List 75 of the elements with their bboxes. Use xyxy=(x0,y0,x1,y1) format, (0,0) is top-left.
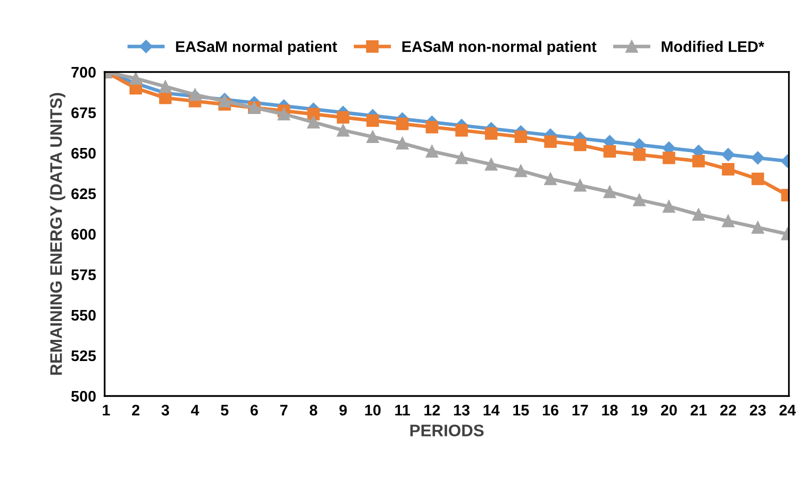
legend-label: Modified LED* xyxy=(662,40,764,52)
point xyxy=(752,172,764,186)
point xyxy=(751,151,764,164)
point xyxy=(752,221,764,234)
y-tick-label: 600 xyxy=(71,228,96,240)
point xyxy=(544,172,557,186)
y-tick-label: 575 xyxy=(71,270,96,280)
y-tick-label: 700 xyxy=(71,66,96,78)
point xyxy=(484,127,498,140)
y-tick-label: 625 xyxy=(71,188,96,200)
x-tick-label: 12 xyxy=(424,404,440,416)
x-tick-label: 2 xyxy=(132,404,140,416)
x-tick-label: 17 xyxy=(572,404,588,416)
point xyxy=(662,152,676,164)
point xyxy=(514,130,528,144)
point xyxy=(426,145,438,158)
y-tick-label: 500 xyxy=(71,390,96,402)
point xyxy=(366,130,379,144)
y-tick-label: 525 xyxy=(71,350,96,362)
x-tick-label: 24 xyxy=(779,404,796,416)
point xyxy=(722,214,734,228)
x-tick-label: 4 xyxy=(190,404,200,416)
x-tick-label: 7 xyxy=(280,404,288,416)
point xyxy=(278,108,290,120)
legend-label: EASaM normal patient xyxy=(176,40,338,56)
x-tick-label: 3 xyxy=(161,404,170,416)
x-tick-label: 21 xyxy=(690,404,707,416)
point xyxy=(633,148,646,161)
x-tick-label: 23 xyxy=(750,404,766,416)
y-axis-title: REMAINING ENERGY (DATA UNITS) xyxy=(50,93,66,375)
point xyxy=(455,124,468,137)
point xyxy=(722,148,735,162)
x-tick-label: 15 xyxy=(513,404,529,416)
point xyxy=(336,124,350,137)
point xyxy=(307,116,320,128)
x-tick-label: 22 xyxy=(720,404,736,416)
point xyxy=(662,200,676,213)
x-tick-label: 20 xyxy=(660,404,677,416)
x-tick-label: 11 xyxy=(395,404,410,416)
x-tick-label: 1 xyxy=(102,404,110,416)
legend-label: EASaM non-normal patient xyxy=(402,40,596,56)
x-tick-label: 9 xyxy=(339,404,347,416)
x-tick-label: 13 xyxy=(454,404,470,416)
point xyxy=(159,80,172,93)
point xyxy=(514,164,528,178)
point xyxy=(574,138,586,152)
point xyxy=(633,194,646,206)
point xyxy=(574,179,586,192)
y-tick-label: 675 xyxy=(71,107,96,118)
point xyxy=(692,208,705,221)
x-tick-label: 16 xyxy=(542,404,558,416)
point xyxy=(396,118,409,130)
x-axis-title: PERIODS xyxy=(410,424,484,436)
point xyxy=(455,152,468,164)
point xyxy=(130,72,142,85)
x-tick-label: 10 xyxy=(365,404,381,416)
x-tick-label: 6 xyxy=(250,404,258,416)
x-tick-label: 14 xyxy=(484,404,500,416)
point xyxy=(603,186,616,198)
point xyxy=(603,145,616,158)
point xyxy=(484,158,498,171)
point xyxy=(336,111,350,124)
point xyxy=(722,162,734,176)
point xyxy=(426,120,438,134)
point xyxy=(188,88,202,101)
x-tick-label: 5 xyxy=(220,404,228,416)
y-tick-label: 650 xyxy=(71,148,96,159)
x-tick-label: 8 xyxy=(310,404,318,416)
x-tick-label: 18 xyxy=(602,404,618,416)
y-tick-label: 550 xyxy=(71,310,96,321)
point xyxy=(366,114,379,127)
point xyxy=(544,135,557,148)
x-tick-label: 19 xyxy=(632,404,648,416)
point xyxy=(396,137,409,150)
point xyxy=(692,154,705,168)
